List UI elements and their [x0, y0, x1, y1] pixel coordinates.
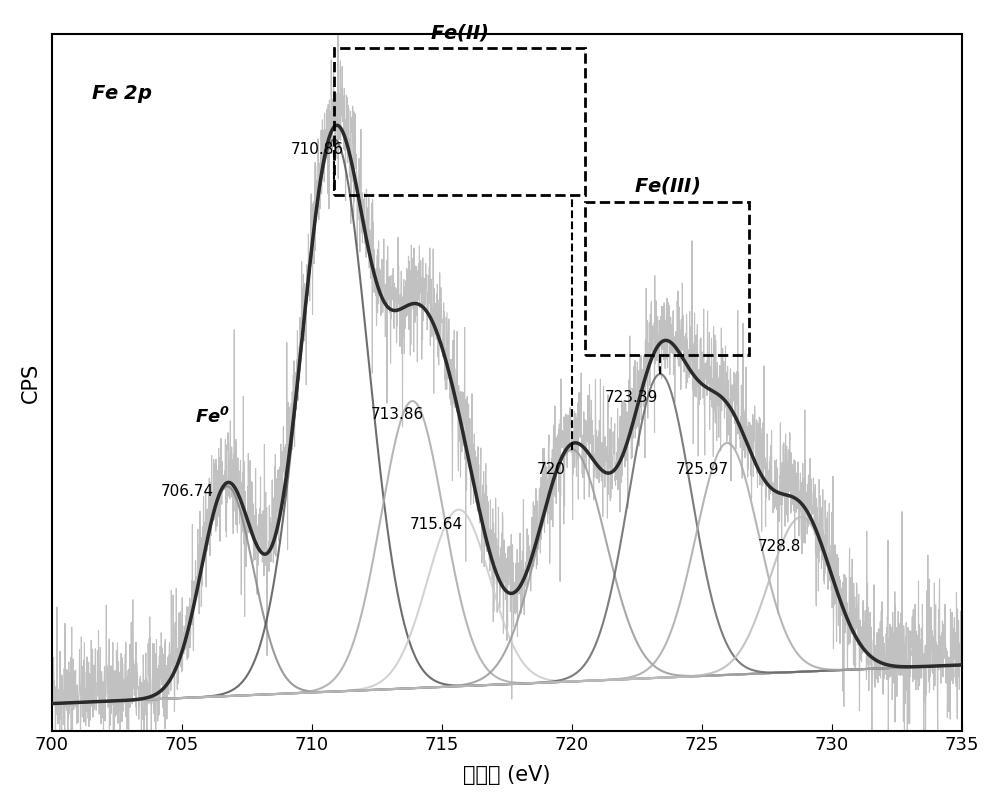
Text: $\bfit{Fe(III)}$: $\bfit{Fe(III)}$ — [634, 175, 700, 196]
Bar — [334, 48, 585, 195]
Text: 720: 720 — [537, 462, 566, 477]
Text: $\bfit{Fe\ 2p}$: $\bfit{Fe\ 2p}$ — [91, 83, 153, 105]
Text: 706.74: 706.74 — [161, 484, 214, 499]
Text: 728.8: 728.8 — [758, 539, 802, 555]
Text: $\bfit{Fe^0}$: $\bfit{Fe^0}$ — [195, 407, 230, 427]
Text: 715.64: 715.64 — [410, 517, 463, 533]
Text: 725.97: 725.97 — [675, 462, 728, 477]
Text: $\bfit{Fe(II)}$: $\bfit{Fe(II)}$ — [430, 22, 489, 43]
Bar — [585, 202, 749, 355]
Text: 713.86: 713.86 — [371, 407, 424, 422]
X-axis label: 结合能 (eV): 结合能 (eV) — [463, 765, 551, 785]
Y-axis label: CPS: CPS — [21, 363, 41, 403]
Text: 710.86: 710.86 — [291, 142, 344, 157]
Text: 723.39: 723.39 — [605, 390, 658, 405]
